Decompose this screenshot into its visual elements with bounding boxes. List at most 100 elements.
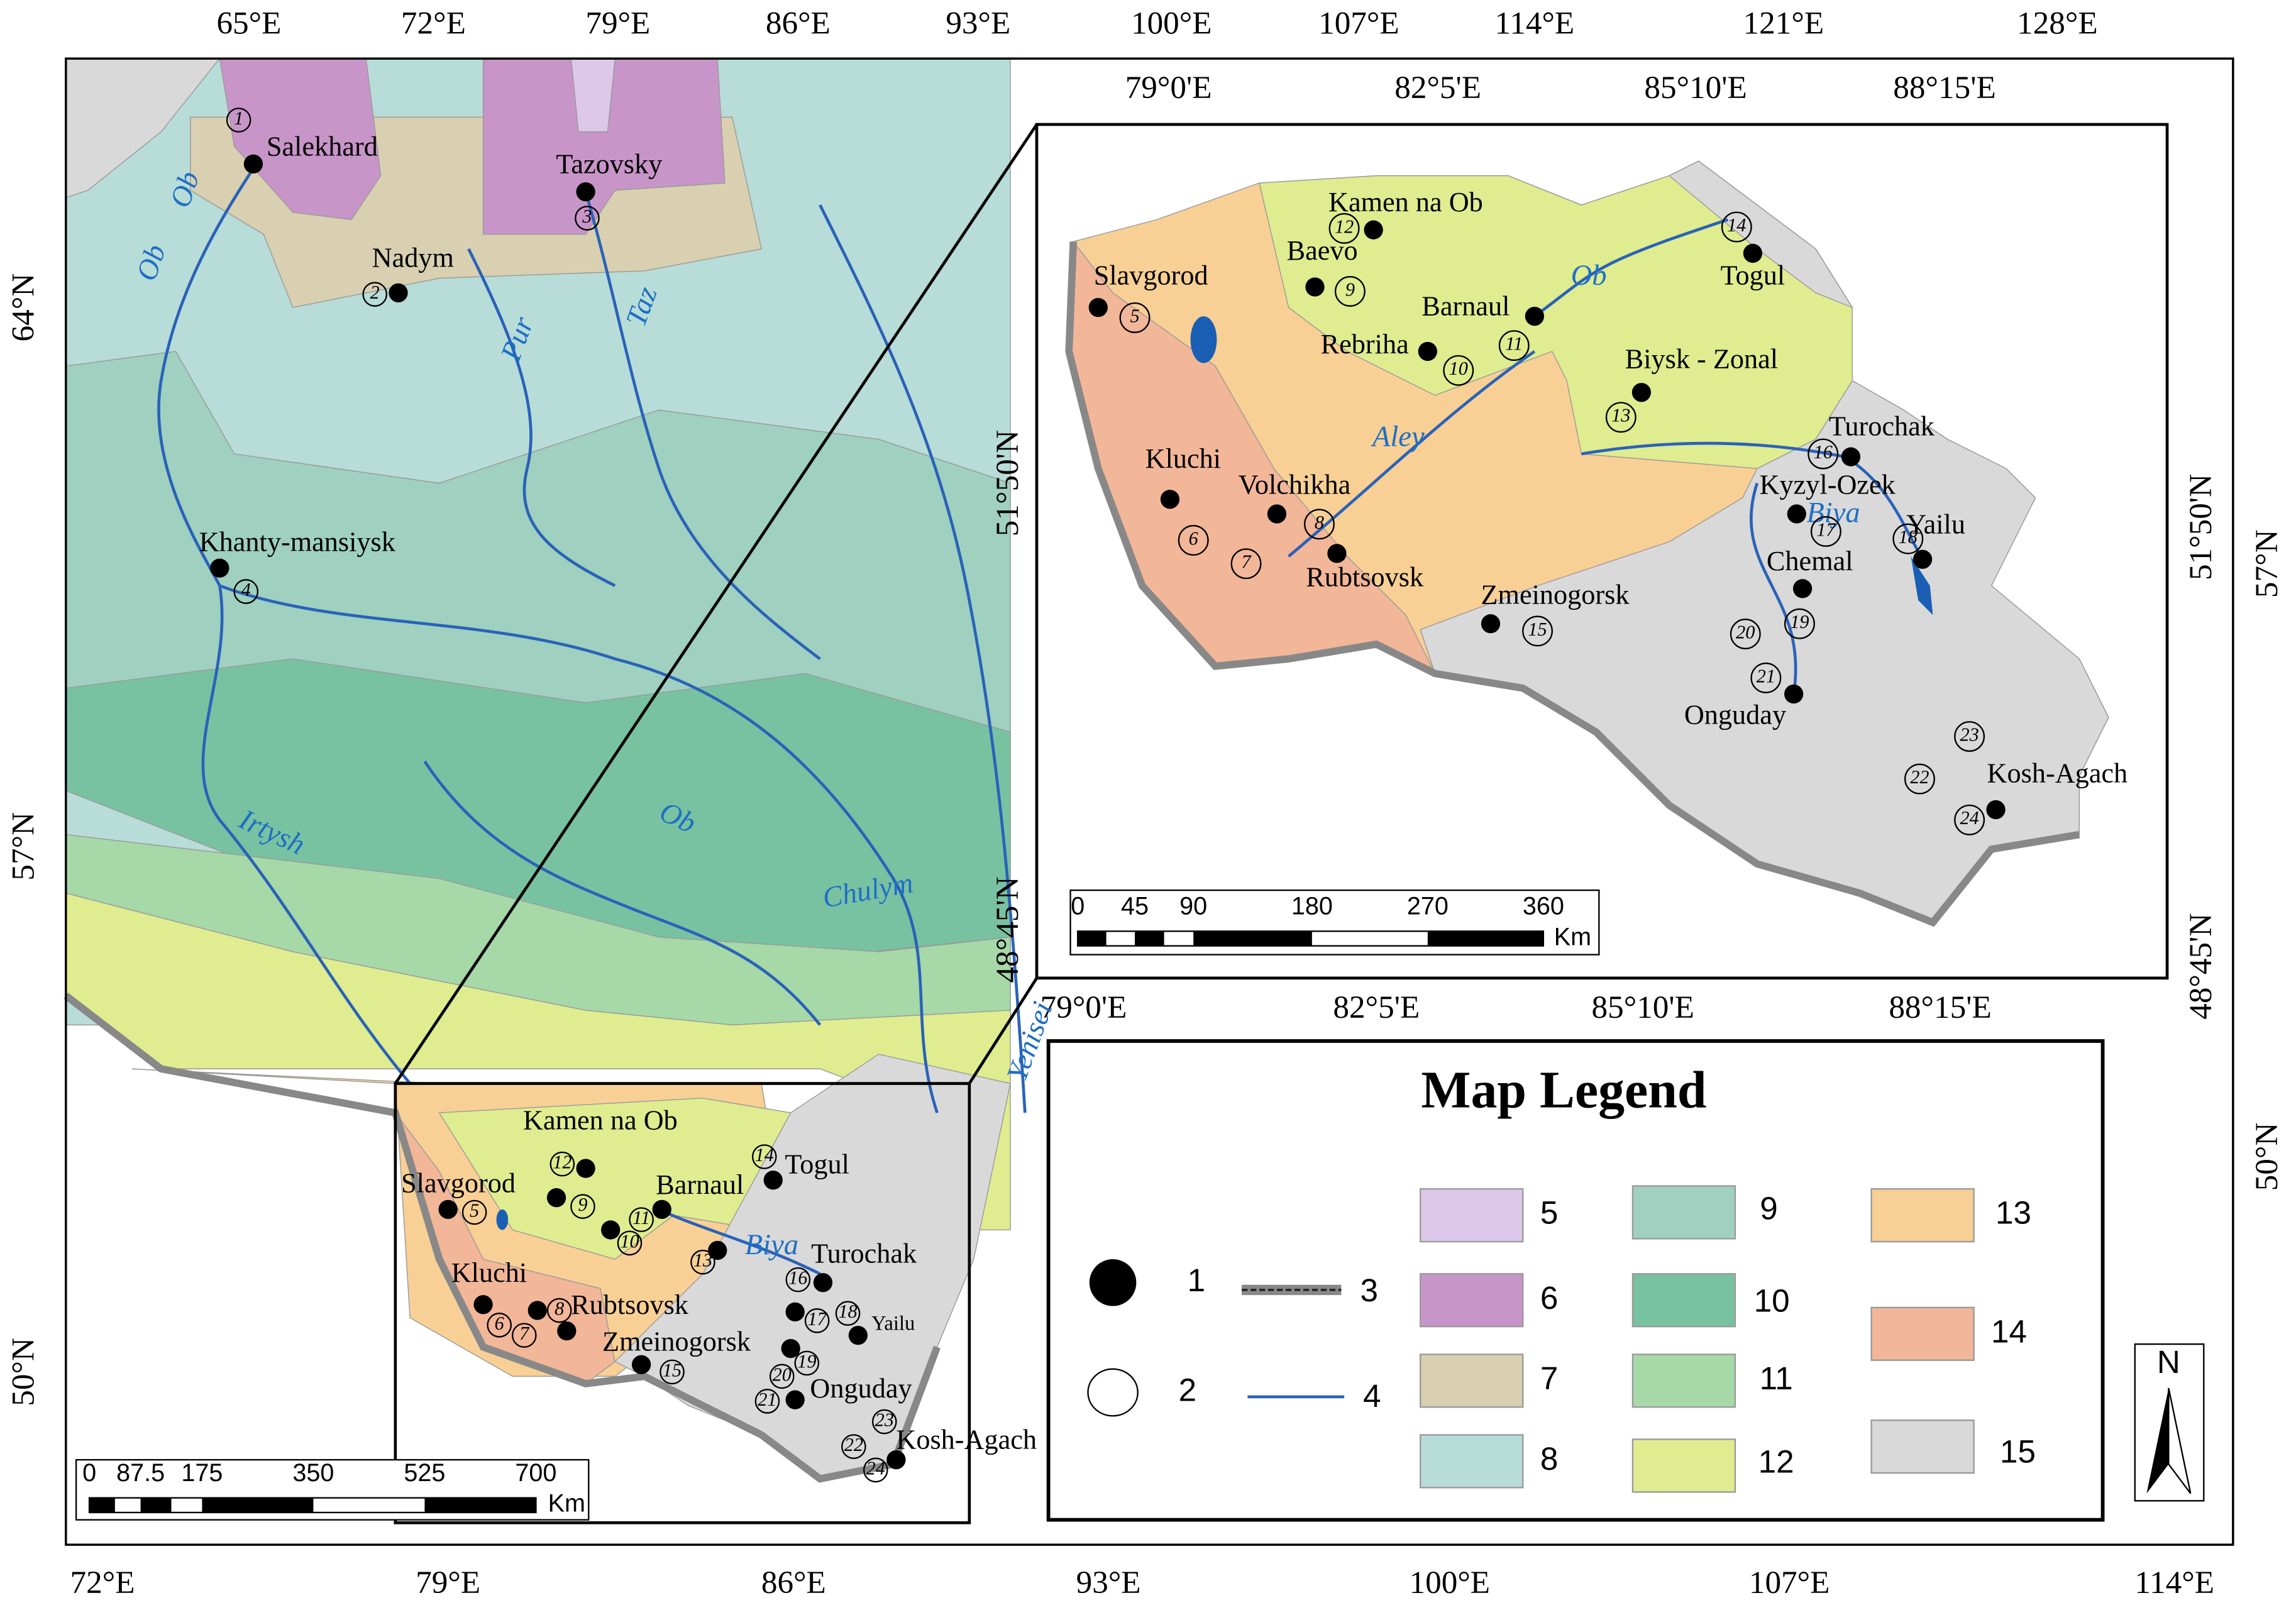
station-number: 7 xyxy=(1241,551,1252,573)
scale-tick-label: 45 xyxy=(1121,892,1149,920)
labels: 65°E 72°E 79°E 86°E 93°E 100°E 107°E 114°E 121°E… xyxy=(6,6,2285,1601)
station-number: 21 xyxy=(758,1389,776,1410)
station-number-circle xyxy=(794,1350,820,1376)
station-dot xyxy=(243,154,263,174)
station-dot xyxy=(546,1188,566,1208)
place-name: Yailu xyxy=(871,1312,915,1335)
station-dot xyxy=(601,1220,621,1240)
longitude-label: 100°E xyxy=(1409,1565,1490,1601)
longitude-label: 88°15'E xyxy=(1889,989,1991,1025)
station-number-circle xyxy=(233,579,259,604)
station-number-circle xyxy=(1721,211,1752,243)
legend-title: Map Legend xyxy=(1421,1061,1706,1119)
scale-tick-label: 0 xyxy=(82,1459,96,1487)
station-dot xyxy=(781,1338,800,1359)
station-dot xyxy=(576,182,595,202)
place-name: Tazovsky xyxy=(556,149,662,180)
longitude-label: 79°0'E xyxy=(1125,70,1212,106)
station-number-circle xyxy=(785,1267,811,1293)
station-dot xyxy=(886,1450,906,1470)
river-label: Ob xyxy=(1571,259,1607,292)
station-number-circle xyxy=(1784,608,1815,639)
place-name: Zmeinogorsk xyxy=(1481,579,1630,610)
station-number-circle xyxy=(575,206,600,231)
place-name: Rebriha xyxy=(1321,329,1409,360)
latitude-label: 51°50'N xyxy=(990,430,1025,536)
place-name: Barnaul xyxy=(1421,291,1510,322)
station-number: 23 xyxy=(1960,724,1979,745)
station-dot xyxy=(1792,579,1813,598)
station-dot xyxy=(1327,544,1347,563)
station-number-circle xyxy=(1304,509,1335,540)
station-number-circle xyxy=(1443,355,1474,386)
river xyxy=(219,584,939,1113)
longitude-label: 121°E xyxy=(1743,6,1824,41)
station-dot xyxy=(527,1301,547,1320)
station-dot xyxy=(1305,277,1325,297)
place-name: Khanty-mansiysk xyxy=(199,527,396,558)
station-number-circle xyxy=(1328,212,1360,244)
river-label: Aley xyxy=(1371,420,1425,453)
legend-swatch xyxy=(1870,1306,1975,1361)
station-number: 18 xyxy=(1899,526,1918,548)
station-number: 11 xyxy=(1505,333,1523,355)
scale-bar-segment xyxy=(424,1497,536,1513)
lake xyxy=(1911,556,1933,615)
river-label: Biya xyxy=(1806,497,1860,529)
place-name: Chemal xyxy=(1767,546,1853,576)
station-dot xyxy=(1986,800,2006,820)
station-number-circle xyxy=(570,1194,595,1219)
longitude-label: 93°E xyxy=(946,6,1010,41)
legend-swatch xyxy=(1870,1188,1975,1243)
station-number: 19 xyxy=(797,1350,816,1372)
station-number: 1 xyxy=(234,107,243,129)
station-number: 10 xyxy=(620,1230,639,1252)
place-name: Rubtsovsk xyxy=(1306,561,1424,592)
scale-tick-label: 525 xyxy=(404,1459,445,1487)
station-number-circle xyxy=(512,1323,537,1348)
place-name: Baevo xyxy=(1287,235,1358,266)
scale-unit: Km xyxy=(548,1490,585,1518)
river xyxy=(1749,482,1797,695)
legend-swatch xyxy=(1420,1188,1524,1243)
legend-label: 3 xyxy=(1360,1272,1378,1308)
station-number-circle xyxy=(1954,804,1985,835)
station-number: 3 xyxy=(582,206,592,227)
latitude-label: 64°N xyxy=(6,273,41,342)
station-number: 2 xyxy=(370,282,380,303)
station-number-circle xyxy=(1808,438,1839,470)
longitude-label: 128°E xyxy=(2017,6,2098,41)
station-number-circle xyxy=(1904,763,1935,795)
place-name: Barnaul xyxy=(656,1169,744,1200)
legend-label: 8 xyxy=(1540,1441,1559,1477)
place-name: Zmeinogorsk xyxy=(602,1326,751,1357)
station-number: 10 xyxy=(1449,358,1468,379)
legend-label: 9 xyxy=(1760,1191,1778,1226)
station-dot xyxy=(1481,614,1501,634)
river xyxy=(1581,441,1924,560)
station-number: 17 xyxy=(807,1308,827,1330)
latitude-label: 48°45'N xyxy=(990,876,1025,983)
legend-swatch xyxy=(1420,1434,1524,1489)
station-number: 17 xyxy=(1816,519,1836,540)
place-name: Nadym xyxy=(372,243,454,273)
place-name: Kosh-Agach xyxy=(1987,758,2128,789)
place-name: Onguday xyxy=(1684,699,1786,730)
place-name: Togul xyxy=(1721,260,1785,291)
station-dot xyxy=(1743,243,1763,263)
scale-bar-segment xyxy=(140,1497,172,1513)
place-name: Slavgorod xyxy=(401,1168,516,1199)
station-dot xyxy=(631,1355,651,1374)
longitude-label: 85°10'E xyxy=(1644,70,1747,106)
place-name: Togul xyxy=(785,1149,849,1179)
station-number-circle xyxy=(835,1301,861,1326)
station-number: 24 xyxy=(866,1457,885,1479)
station-number-circle xyxy=(617,1230,643,1256)
station-number-circle xyxy=(660,1359,685,1385)
longitude-label: 107°E xyxy=(1318,6,1399,41)
station-dot xyxy=(389,283,408,302)
station-dot xyxy=(813,1273,833,1293)
station-dot xyxy=(1841,447,1861,466)
scale-bar-segment xyxy=(202,1497,314,1513)
